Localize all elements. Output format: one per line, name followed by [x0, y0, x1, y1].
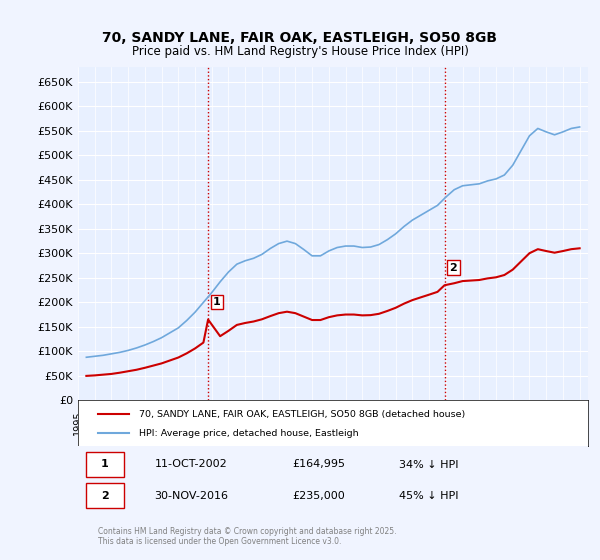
Text: 2: 2: [101, 491, 109, 501]
Text: 70, SANDY LANE, FAIR OAK, EASTLEIGH, SO50 8GB (detached house): 70, SANDY LANE, FAIR OAK, EASTLEIGH, SO5…: [139, 409, 466, 418]
Text: 2: 2: [449, 263, 457, 273]
Text: 70, SANDY LANE, FAIR OAK, EASTLEIGH, SO50 8GB: 70, SANDY LANE, FAIR OAK, EASTLEIGH, SO5…: [103, 31, 497, 45]
Text: £164,995: £164,995: [292, 459, 345, 469]
Text: 30-NOV-2016: 30-NOV-2016: [155, 491, 229, 501]
Text: 1: 1: [213, 297, 221, 307]
Text: 34% ↓ HPI: 34% ↓ HPI: [400, 459, 459, 469]
Text: Price paid vs. HM Land Registry's House Price Index (HPI): Price paid vs. HM Land Registry's House …: [131, 45, 469, 58]
Text: HPI: Average price, detached house, Eastleigh: HPI: Average price, detached house, East…: [139, 428, 359, 437]
Text: 11-OCT-2002: 11-OCT-2002: [155, 459, 227, 469]
Text: Contains HM Land Registry data © Crown copyright and database right 2025.
This d: Contains HM Land Registry data © Crown c…: [98, 527, 397, 547]
FancyBboxPatch shape: [86, 483, 124, 508]
Text: £235,000: £235,000: [292, 491, 345, 501]
Text: 45% ↓ HPI: 45% ↓ HPI: [400, 491, 459, 501]
Text: 1: 1: [101, 459, 109, 469]
FancyBboxPatch shape: [86, 452, 124, 477]
